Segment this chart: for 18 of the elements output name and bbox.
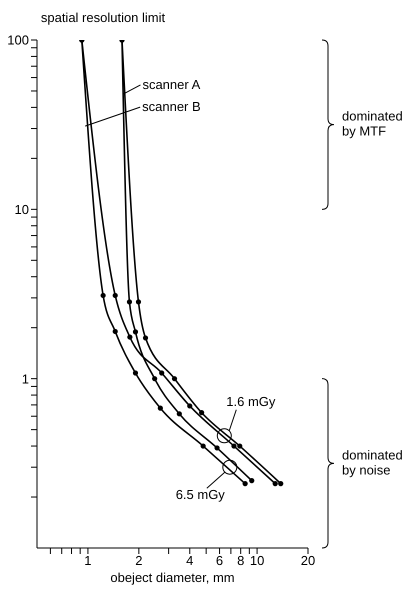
annotation: 1.6 mGy	[226, 394, 276, 409]
y-tick-label: 100	[7, 32, 29, 48]
x-tick-label: 1	[84, 553, 92, 568]
x-tick-label: 4	[186, 553, 194, 568]
text: dominated by MTF	[342, 108, 403, 139]
x-tick-label: 8	[237, 553, 244, 568]
x-axis-title: obeject diameter, mm	[110, 570, 235, 585]
annotation: 6.5 mGy	[176, 487, 226, 502]
y-tick-label: 10	[14, 202, 29, 217]
y-tick-label: 1	[22, 371, 29, 386]
x-tick-label: 6	[216, 553, 224, 568]
text: spatial resolution limit	[40, 10, 166, 25]
annotation: scanner B	[142, 99, 201, 114]
text: dominated by noise	[342, 447, 403, 478]
x-tick-label: 2	[135, 553, 142, 568]
x-tick-label: 20	[300, 553, 316, 568]
annotation: scanner A	[142, 76, 201, 92]
x-tick-label: 10	[250, 553, 264, 568]
